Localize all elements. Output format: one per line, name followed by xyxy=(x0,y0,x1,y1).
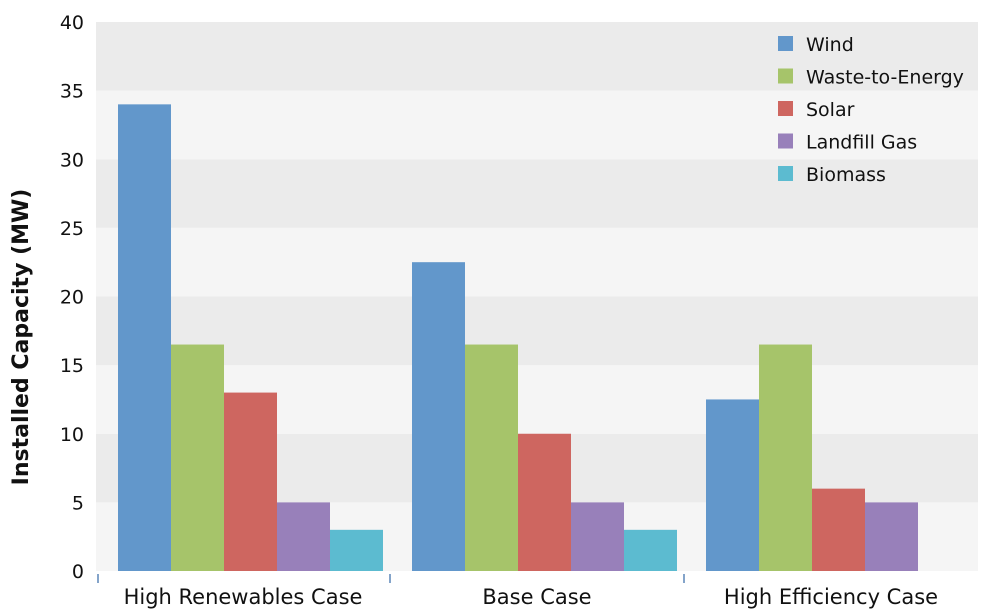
legend-swatch xyxy=(778,166,793,181)
y-tick-label: 15 xyxy=(60,355,84,377)
grid-band xyxy=(96,90,978,160)
bar xyxy=(171,344,224,571)
bar xyxy=(812,488,865,571)
bar xyxy=(224,392,277,571)
y-tick-label: 10 xyxy=(60,424,84,446)
legend-label: Wind xyxy=(806,34,854,56)
legend: Wind Waste-to-Energy Solar Landfill Gas Biom… xyxy=(778,34,964,186)
x-tick-label: Base Case xyxy=(482,585,591,609)
legend-swatch xyxy=(778,133,793,149)
bar xyxy=(624,529,677,571)
x-axis: High Renewables Case Base Case High Effici… xyxy=(97,574,938,609)
bar xyxy=(277,502,330,571)
y-tick-label: 20 xyxy=(60,287,84,309)
bar xyxy=(706,399,759,571)
grid-band xyxy=(96,159,978,228)
bar xyxy=(571,502,624,571)
grid-band xyxy=(96,296,978,366)
legend-swatch xyxy=(778,101,793,116)
y-tick-label: 25 xyxy=(60,218,84,240)
y-axis-ticks: 0 5 10 15 20 25 30 35 40 xyxy=(60,12,84,583)
bar xyxy=(518,433,571,571)
bars xyxy=(118,104,918,571)
x-tick-label: High Renewables Case xyxy=(124,585,363,609)
legend-label: Solar xyxy=(806,99,855,121)
legend-label: Waste-to-Energy xyxy=(806,67,964,89)
legend-label: Landfill Gas xyxy=(806,132,917,154)
y-tick-label: 35 xyxy=(60,81,84,103)
x-tick-label: High Efficiency Case xyxy=(724,585,938,609)
grid-band xyxy=(96,22,978,91)
bar xyxy=(465,344,518,571)
legend-swatch xyxy=(778,68,793,84)
legend-swatch xyxy=(778,36,793,51)
bar xyxy=(759,344,812,571)
y-tick-label: 40 xyxy=(60,12,84,34)
grid-band xyxy=(96,227,978,297)
legend-label: Biomass xyxy=(806,164,886,186)
bar xyxy=(330,529,383,571)
bar xyxy=(118,104,171,571)
y-tick-label: 30 xyxy=(60,149,84,171)
y-tick-label: 0 xyxy=(72,561,84,583)
y-tick-label: 5 xyxy=(72,492,84,514)
y-axis-label: Installed Capacity (MW) xyxy=(9,189,34,486)
bar xyxy=(412,262,465,571)
grid-bands xyxy=(96,22,978,571)
bar xyxy=(865,502,918,571)
